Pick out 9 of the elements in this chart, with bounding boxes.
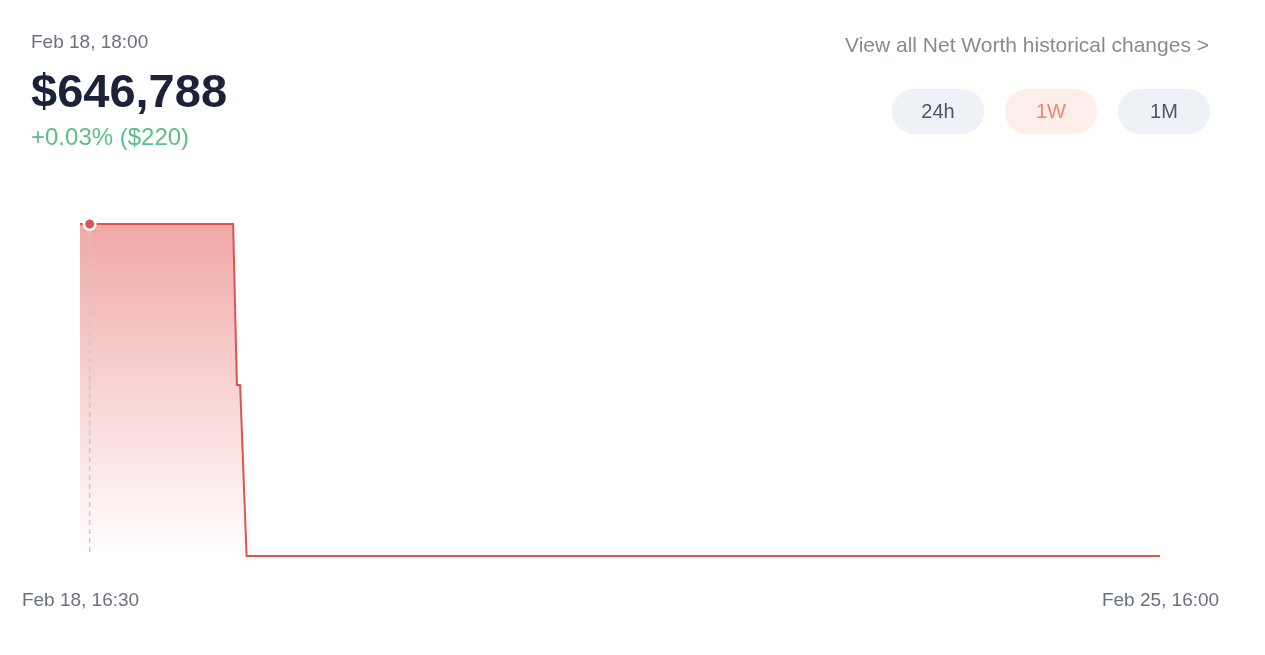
text: 1W (1036, 100, 1067, 122)
text: View all Net Worth historical changes > (845, 33, 1209, 56)
text: 1M (1150, 100, 1178, 122)
text: 24h (921, 100, 955, 122)
chart-subtitle: +0.03% ($220) (31, 123, 190, 150)
text: Feb 18, 18:00 (31, 31, 149, 52)
x-tick-label: Feb 18, 16:30 (21, 588, 140, 610)
x-tick-label: Feb 25, 16:00 (1101, 588, 1220, 610)
chart-title: $646,788 (31, 64, 228, 117)
